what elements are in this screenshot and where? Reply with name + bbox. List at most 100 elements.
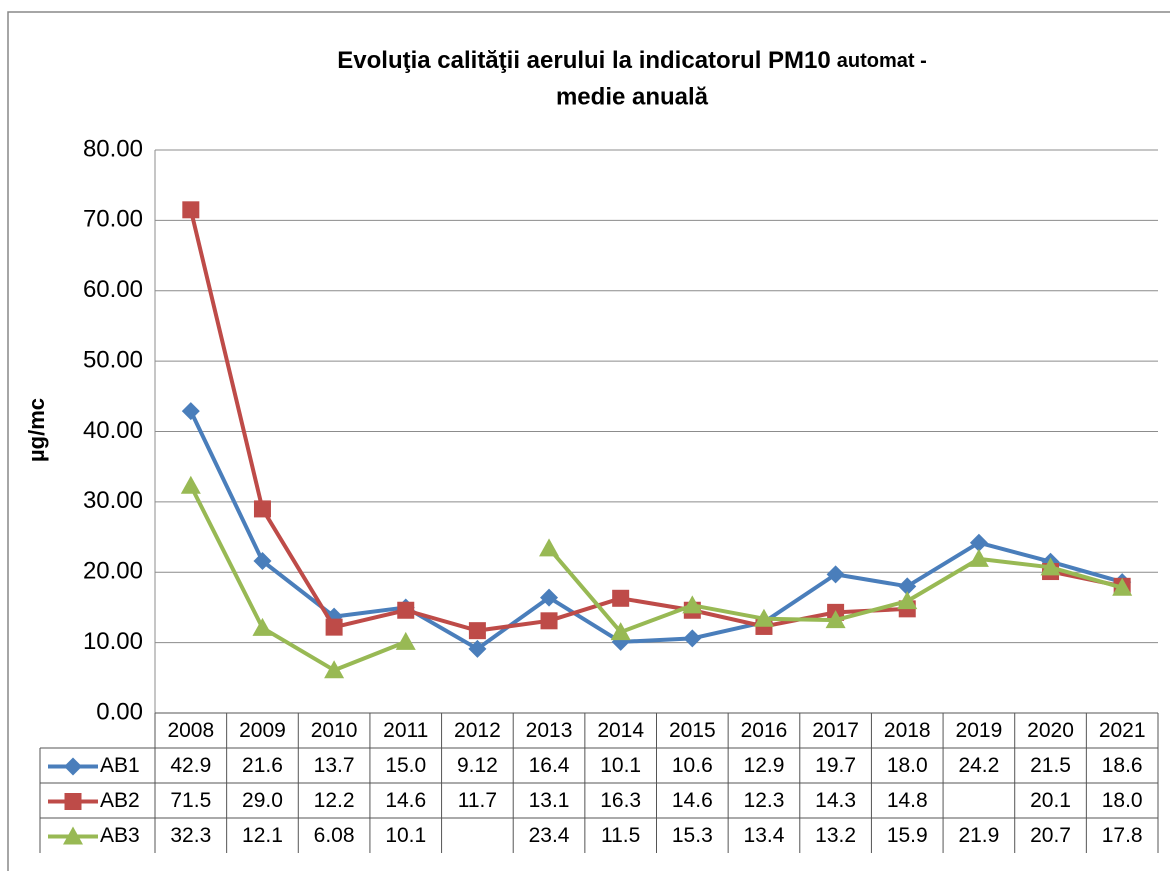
table-value: 10.1 [600, 754, 641, 777]
x-tick-label: 2019 [956, 719, 1003, 742]
y-axis-label: µg/mc [24, 398, 49, 462]
table-value: 13.4 [744, 824, 785, 847]
y-tick-label: 10.00 [83, 628, 143, 655]
y-tick-label: 80.00 [83, 135, 143, 162]
table-value: 11.7 [458, 789, 497, 812]
table-value: 20.7 [1030, 824, 1071, 847]
chart-frame [7, 11, 1170, 871]
legend-marker [64, 793, 82, 810]
x-tick-label: 2008 [167, 719, 214, 742]
data-point [539, 538, 560, 557]
table-value: 14.3 [815, 789, 856, 812]
table-value: 21.6 [242, 754, 283, 777]
legend-label: AB1 [100, 754, 140, 777]
data-point [825, 610, 846, 629]
chart-title-line2: medie anuală [556, 83, 709, 110]
table-value: 9.12 [457, 754, 498, 777]
y-tick-label: 30.00 [83, 487, 143, 514]
data-point [968, 548, 989, 567]
table-value: 17.8 [1102, 824, 1143, 847]
table-value: 32.3 [170, 824, 211, 847]
data-point [612, 589, 630, 607]
x-tick-label: 2014 [597, 719, 644, 742]
table-value: 13.1 [529, 789, 570, 812]
table-value: 15.3 [672, 824, 713, 847]
x-tick-label: 2018 [884, 719, 931, 742]
table-value: 12.2 [314, 789, 355, 812]
y-tick-label: 20.00 [83, 558, 143, 585]
table-value: 14.8 [887, 789, 928, 812]
table-value: 14.6 [672, 789, 713, 812]
series-line [189, 410, 1123, 651]
x-tick-label: 2009 [239, 719, 286, 742]
data-point [253, 500, 271, 518]
x-tick-label: 2020 [1027, 719, 1074, 742]
data-point [180, 475, 201, 494]
table-value: 12.1 [242, 824, 283, 847]
data-point [897, 591, 918, 610]
title-main: Evoluţia calităţii aerului la indicatoru… [337, 47, 830, 74]
table-value: 11.5 [601, 824, 640, 847]
table-value: 15.9 [887, 824, 928, 847]
y-tick-label: 40.00 [83, 417, 143, 444]
table-value: 18.0 [887, 754, 928, 777]
table-value: 14.6 [385, 789, 426, 812]
data-point [682, 595, 703, 614]
table-value: 10.6 [672, 754, 713, 777]
table-value: 18.0 [1102, 789, 1143, 812]
data-point [397, 601, 415, 619]
data-point [252, 617, 273, 636]
data-point [1040, 557, 1061, 576]
table-value: 6.08 [314, 824, 355, 847]
x-tick-label: 2011 [383, 719, 428, 742]
y-tick-label: 60.00 [83, 276, 143, 303]
x-tick-label: 2016 [741, 719, 788, 742]
legend-marker [64, 757, 82, 776]
data-point [253, 551, 272, 570]
y-tick-label: 70.00 [83, 206, 143, 233]
data-point [324, 660, 345, 679]
data-point [610, 622, 631, 641]
table-value: 21.5 [1030, 754, 1071, 777]
x-tick-label: 2012 [454, 719, 501, 742]
data-point [969, 533, 988, 552]
table-value: 42.9 [170, 754, 211, 777]
table-value: 24.2 [958, 754, 999, 777]
data-point [325, 618, 343, 636]
table-value: 20.1 [1030, 789, 1071, 812]
data-point [753, 608, 774, 627]
table-value: 23.4 [529, 824, 570, 847]
data-point [395, 631, 416, 650]
table-value: 18.6 [1102, 754, 1143, 777]
table-value: 13.7 [314, 754, 355, 777]
data-point [468, 639, 487, 658]
x-tick-label: 2010 [311, 719, 358, 742]
data-point [1112, 577, 1133, 596]
table-value: 10.1 [385, 824, 426, 847]
table-value: 15.0 [385, 754, 426, 777]
table-value: 29.0 [242, 789, 283, 812]
table-value: 21.9 [958, 824, 999, 847]
data-point [468, 622, 486, 640]
legend-label: AB3 [100, 824, 140, 847]
table-value: 12.9 [744, 754, 785, 777]
title-suffix: automat - [837, 50, 927, 72]
legend-label: AB2 [100, 789, 140, 812]
chart-title: Evoluţia calităţii aerului la indicatoru… [337, 47, 926, 74]
table-value: 16.4 [529, 754, 570, 777]
legend-marker [63, 826, 83, 845]
data-point [181, 402, 200, 421]
y-tick-label: 0.00 [96, 698, 143, 725]
data-point [826, 565, 845, 584]
x-tick-label: 2017 [812, 719, 859, 742]
table-value: 13.2 [815, 824, 856, 847]
data-point [182, 201, 200, 219]
data-point [540, 612, 558, 630]
table-value: 12.3 [744, 789, 785, 812]
x-tick-label: 2021 [1099, 719, 1146, 742]
table-value: 19.7 [815, 754, 856, 777]
data-point [540, 588, 559, 607]
table-value: 16.3 [600, 789, 641, 812]
